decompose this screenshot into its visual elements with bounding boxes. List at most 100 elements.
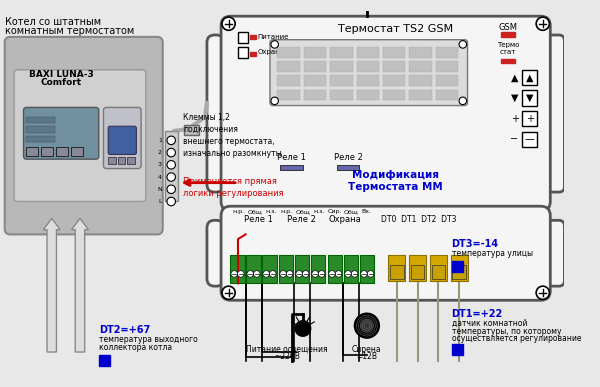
Bar: [344, 255, 358, 283]
Circle shape: [352, 271, 358, 277]
Bar: [411, 265, 424, 279]
FancyBboxPatch shape: [270, 40, 467, 106]
Text: Термо
стат: Термо стат: [497, 42, 519, 55]
Text: L: L: [158, 199, 162, 204]
Bar: [304, 47, 326, 58]
Bar: [409, 47, 432, 58]
Bar: [436, 75, 458, 86]
Bar: [26, 117, 55, 123]
Bar: [522, 70, 537, 85]
Bar: [311, 255, 325, 283]
Bar: [356, 89, 379, 100]
Text: Охрана: Охрана: [329, 215, 362, 224]
Text: Реле 1: Реле 1: [277, 153, 306, 162]
Text: −: −: [511, 134, 518, 144]
Bar: [304, 75, 326, 86]
Text: осуществляется регулирование: осуществляется регулирование: [452, 334, 581, 343]
Circle shape: [167, 197, 175, 206]
Circle shape: [536, 286, 550, 299]
Bar: [26, 126, 55, 133]
Text: Сир.: Сир.: [328, 209, 342, 214]
Bar: [522, 132, 537, 147]
Bar: [230, 255, 245, 283]
Bar: [409, 255, 426, 281]
Bar: [409, 75, 432, 86]
Text: комнатным термостатом: комнатным термостатом: [5, 26, 134, 36]
Bar: [238, 32, 248, 43]
Text: 2: 2: [158, 150, 162, 155]
Bar: [383, 61, 406, 72]
Bar: [280, 165, 303, 170]
Bar: [250, 52, 256, 56]
Circle shape: [280, 271, 286, 277]
FancyArrow shape: [71, 218, 88, 352]
Text: Котел со штатным: Котел со штатным: [5, 17, 101, 27]
Circle shape: [295, 320, 311, 337]
Bar: [356, 75, 379, 86]
Bar: [362, 5, 371, 9]
FancyBboxPatch shape: [23, 108, 99, 159]
Bar: [383, 47, 406, 58]
Bar: [430, 255, 447, 281]
Circle shape: [231, 271, 238, 277]
Bar: [277, 47, 300, 58]
Text: 4: 4: [158, 175, 162, 180]
FancyBboxPatch shape: [207, 35, 224, 192]
FancyBboxPatch shape: [547, 35, 565, 192]
Bar: [391, 265, 404, 279]
Bar: [99, 355, 110, 366]
Bar: [360, 255, 374, 283]
Bar: [41, 147, 53, 156]
Circle shape: [361, 271, 367, 277]
Text: Общ: Общ: [343, 209, 358, 214]
Text: ▲: ▲: [511, 72, 518, 82]
Circle shape: [536, 17, 550, 30]
FancyBboxPatch shape: [547, 220, 565, 286]
Bar: [277, 75, 300, 86]
Bar: [238, 47, 248, 58]
Circle shape: [319, 271, 325, 277]
Bar: [522, 111, 537, 126]
Text: Охрана: Охрана: [258, 49, 284, 55]
Text: датчик комнатной: датчик комнатной: [452, 319, 527, 328]
Text: Реле 2: Реле 2: [334, 153, 362, 162]
Bar: [502, 32, 515, 37]
Text: Общ: Общ: [295, 209, 310, 214]
Text: Сирена: Сирена: [352, 345, 382, 354]
Circle shape: [353, 312, 380, 339]
Text: +: +: [511, 114, 518, 124]
Text: 1: 1: [158, 138, 162, 143]
Bar: [184, 125, 199, 135]
Circle shape: [167, 185, 175, 194]
Text: н.з.: н.з.: [313, 209, 325, 214]
Bar: [452, 344, 463, 355]
Circle shape: [296, 271, 302, 277]
Text: ▼: ▼: [526, 93, 533, 103]
Bar: [164, 131, 178, 202]
Text: DT0  DT1  DT2  DT3: DT0 DT1 DT2 DT3: [381, 215, 457, 224]
Bar: [277, 89, 300, 100]
Text: ▼: ▼: [511, 93, 518, 103]
Circle shape: [167, 173, 175, 181]
Bar: [277, 61, 300, 72]
Circle shape: [271, 41, 278, 48]
Text: коллектора котла: коллектора котла: [99, 343, 172, 352]
Circle shape: [238, 271, 244, 277]
Text: —: —: [525, 134, 535, 144]
Text: н.р.: н.р.: [233, 209, 245, 214]
Text: н.р.: н.р.: [281, 209, 293, 214]
Bar: [522, 91, 537, 106]
Text: =12В: =12В: [356, 352, 377, 361]
Text: Общ: Общ: [247, 209, 262, 214]
Circle shape: [247, 271, 254, 277]
FancyBboxPatch shape: [103, 108, 141, 169]
Bar: [330, 61, 353, 72]
Bar: [26, 147, 38, 156]
Circle shape: [286, 271, 293, 277]
Bar: [250, 35, 256, 39]
Bar: [71, 147, 83, 156]
Text: н.з.: н.з.: [265, 209, 277, 214]
Bar: [26, 136, 55, 142]
Bar: [262, 255, 277, 283]
Text: DT2=+67: DT2=+67: [99, 325, 150, 336]
